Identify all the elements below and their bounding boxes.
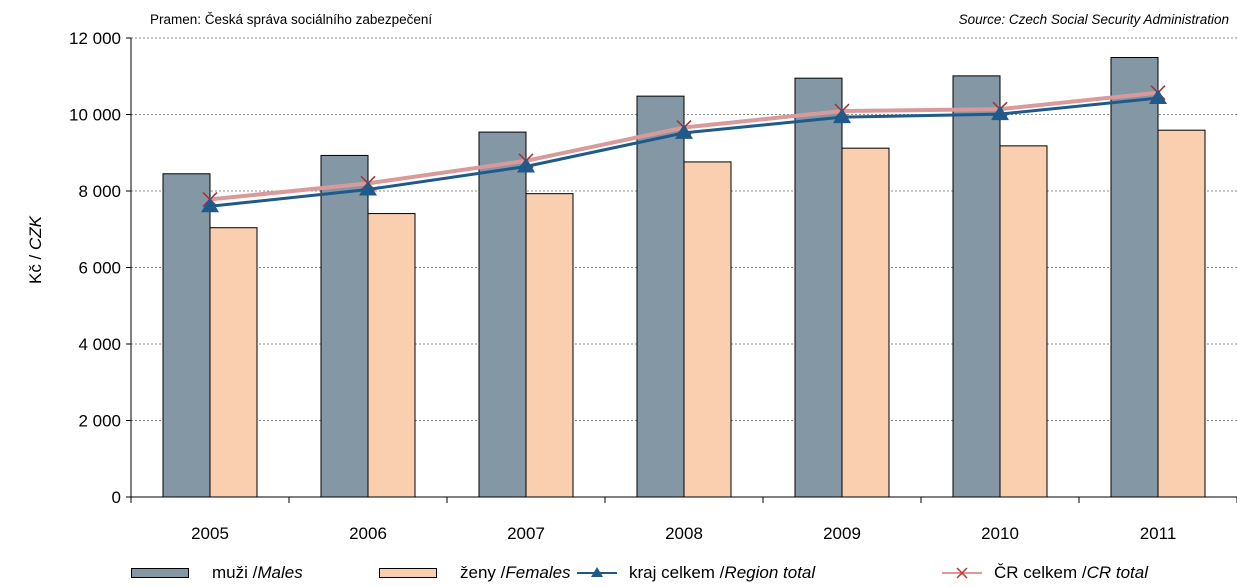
x-tick-label: 2007 bbox=[507, 524, 545, 543]
x-tick-label: 2011 bbox=[1140, 524, 1177, 543]
bar-males bbox=[794, 77, 843, 498]
legend-swatch-region-total bbox=[577, 567, 617, 577]
legend: muži / Males ženy / Females kraj celkem … bbox=[0, 563, 1237, 587]
bar-males bbox=[478, 131, 527, 498]
y-tick-label: 6 000 bbox=[78, 259, 121, 278]
legend-swatch-males bbox=[131, 568, 189, 578]
bar-males bbox=[952, 75, 1001, 498]
bar-females bbox=[525, 193, 574, 498]
bar-females bbox=[841, 147, 890, 498]
y-tick-label: 2 000 bbox=[78, 412, 121, 431]
marker-region-total bbox=[517, 157, 535, 173]
y-tick-label: 8 000 bbox=[78, 182, 121, 201]
legend-item-region-total: kraj celkem / Region total bbox=[577, 563, 815, 583]
bar-females bbox=[1157, 129, 1206, 498]
x-tick-label: 2010 bbox=[981, 524, 1019, 543]
bar-males bbox=[636, 95, 685, 498]
y-tick-label: 12 000 bbox=[69, 29, 121, 48]
marker-region-total bbox=[359, 180, 377, 196]
legend-swatch-cr-total bbox=[942, 567, 982, 579]
marker-region-total bbox=[991, 105, 1009, 121]
x-tick-label: 2006 bbox=[349, 524, 387, 543]
legend-swatch-females bbox=[379, 568, 437, 578]
x-tick-label: 2005 bbox=[191, 524, 229, 543]
y-tick-label: 10 000 bbox=[69, 106, 121, 125]
y-tick-label: 0 bbox=[112, 488, 121, 507]
bar-females bbox=[683, 161, 732, 498]
x-tick-label: 2009 bbox=[823, 524, 861, 543]
marker-region-total bbox=[833, 108, 851, 124]
bar-males bbox=[320, 154, 369, 498]
legend-item-males: muži / Males bbox=[131, 563, 303, 583]
y-tick-label: 4 000 bbox=[78, 335, 121, 354]
legend-item-cr-total: ČR celkem / CR total bbox=[942, 563, 1148, 583]
x-tick-label: 2008 bbox=[665, 524, 703, 543]
bar-females bbox=[209, 227, 258, 498]
bar-females bbox=[999, 145, 1048, 498]
y-axis-label: Kč / CZK bbox=[26, 216, 45, 285]
legend-item-females: ženy / Females bbox=[379, 563, 571, 583]
marker-region-total bbox=[201, 197, 219, 213]
source-label-en: Source: Czech Social Security Administra… bbox=[958, 12, 1229, 27]
marker-region-total bbox=[1149, 89, 1167, 105]
bar-males bbox=[1110, 57, 1159, 498]
source-label-cz: Pramen: Česká správa sociálního zabezpeč… bbox=[150, 12, 433, 27]
marker-region-total bbox=[675, 123, 693, 139]
bar-males bbox=[162, 173, 211, 498]
bar-females bbox=[367, 213, 416, 498]
